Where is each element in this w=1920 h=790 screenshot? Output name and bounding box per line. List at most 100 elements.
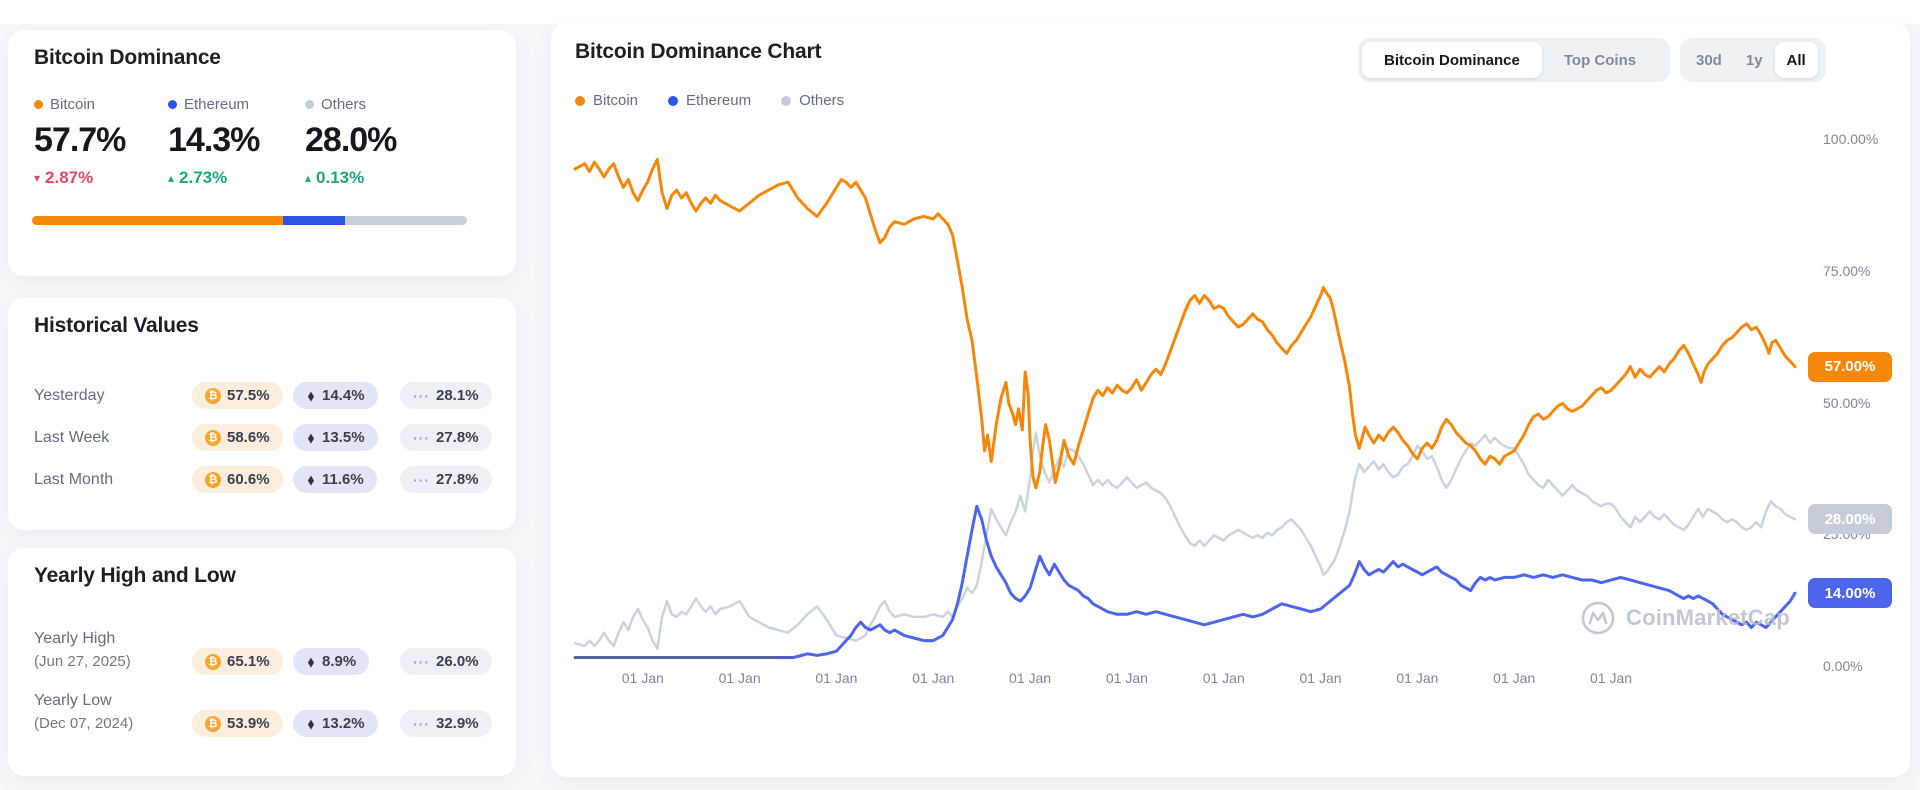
chart-view-tabs: Bitcoin Dominance Top Coins [1358,38,1670,82]
pill-value: 27.8% [436,471,479,488]
ethereum-dot-icon [168,100,177,109]
bitcoin-value-pill: ₿ 58.6% [192,424,283,451]
bitcoin-dot-icon [34,100,43,109]
historical-card-title: Historical Values [34,314,199,337]
bar-segment-bitcoin [32,216,283,225]
row-label: Yearly High (Jun 27, 2025) [34,630,131,670]
tab-bitcoin-dominance[interactable]: Bitcoin Dominance [1362,42,1542,78]
yearly-high-low-card: Yearly High and Low Yearly High (Jun 27,… [8,548,516,776]
stat-value: 28.0% [305,121,397,159]
pill-value: 53.9% [227,715,270,732]
pill-value: 57.5% [227,387,270,404]
chart-title: Bitcoin Dominance Chart [575,40,822,63]
others-value-pill: ··· 27.8% [400,424,492,451]
stat-change: 2.73% [179,168,228,187]
pill-value: 28.1% [436,387,479,404]
others-value-pill: ··· 26.0% [400,648,492,675]
ethereum-diamond-icon: ◆ [307,654,315,669]
ethereum-diamond-icon: ◆ [307,472,315,487]
dominance-chart-card: Bitcoin Dominance Chart Bitcoin Ethereum… [551,22,1910,777]
y-axis-label: 0.00% [1823,658,1863,674]
legend-item-bitcoin[interactable]: Bitcoin [575,92,638,109]
others-value-pill: ··· 32.9% [400,710,492,737]
ethereum-diamond-icon: ◆ [307,430,315,445]
bitcoin-dot-icon [575,95,585,106]
historical-values-card: Historical Values Yesterday ₿ 57.5% ◆ 14… [8,298,516,530]
ethereum-series-line [573,504,1797,659]
bitcoin-series-line [573,158,1797,490]
y-axis-label: 75.00% [1823,262,1871,279]
pill-value: 13.2% [322,715,365,732]
x-axis-label: 01 Jan [718,670,761,686]
pill-value: 58.6% [227,429,270,446]
yearly-card-title: Yearly High and Low [34,564,236,587]
others-dots-icon: ··· [413,653,430,670]
down-arrow-icon: ▾ [34,171,41,185]
coinmarketcap-logo-icon [1581,601,1615,635]
legend-item-ethereum[interactable]: Ethereum [668,92,751,109]
ethereum-value-pill: ◆ 8.9% [293,648,370,675]
watermark-text: CoinMarketCap [1626,605,1790,630]
ethereum-diamond-icon: ◆ [307,716,315,731]
row-label: Yearly Low (Dec 07, 2024) [34,692,133,732]
pill-value: 11.6% [322,471,364,488]
others-dot-icon [781,95,792,106]
ethereum-value-pill: ◆ 14.4% [293,382,378,409]
x-axis-label: 01 Jan [1396,670,1439,686]
x-axis-label: 01 Jan [1105,670,1148,686]
legend-label: Bitcoin [593,92,639,109]
stat-bitcoin: Bitcoin 57.7% ▾ 2.87% [34,96,126,188]
current-value-badge: 57.00% [1808,351,1892,382]
ethereum-value-pill: ◆ 11.6% [293,466,377,493]
bitcoin-coin-icon: ₿ [205,471,221,488]
row-date: (Jun 27, 2025) [34,653,131,670]
bitcoin-value-pill: ₿ 60.6% [192,466,283,493]
bitcoin-value-pill: ₿ 57.5% [192,382,283,409]
tab-top-coins[interactable]: Top Coins [1563,51,1637,69]
ethereum-value-pill: ◆ 13.5% [293,424,378,451]
dominance-card-title: Bitcoin Dominance [34,46,221,69]
x-axis-label: 01 Jan [1590,670,1633,686]
pill-value: 65.1% [227,653,270,670]
bitcoin-value-pill: ₿ 53.9% [192,710,283,737]
pill-value: 27.8% [436,429,479,446]
stat-change: 0.13% [316,168,365,187]
range-30d-button[interactable]: 30d [1696,51,1722,69]
x-axis-label: 01 Jan [912,670,955,686]
others-value-pill: ··· 28.1% [400,382,492,409]
stat-ethereum: Ethereum 14.3% ▴ 2.73% [168,96,260,188]
stat-value: 14.3% [168,121,260,159]
chart-legend: Bitcoin Ethereum Others [575,92,844,109]
range-all-button[interactable]: All [1774,42,1818,78]
x-axis-label: 01 Jan [1202,670,1245,686]
bitcoin-coin-icon: ₿ [205,429,221,446]
row-label-text: Yearly Low [34,692,112,709]
x-axis-label: 01 Jan [621,670,664,686]
others-value-pill: ··· 27.8% [400,466,492,493]
others-dots-icon: ··· [413,715,430,732]
bar-segment-ethereum [282,216,346,225]
row-date: (Dec 07, 2024) [34,715,134,732]
pill-value: 13.5% [322,429,365,446]
range-1y-button[interactable]: 1y [1745,51,1763,69]
pill-value: 8.9% [322,653,357,670]
stat-label: Ethereum [184,96,250,113]
legend-item-others[interactable]: Others [781,92,844,109]
stat-label: Bitcoin [50,96,96,113]
top-strip [0,0,1920,24]
pill-value: 26.0% [436,653,479,670]
dominance-chart-svg[interactable] [573,140,1797,667]
stat-label: Others [321,96,367,113]
x-axis-label: 01 Jan [815,670,858,686]
ethereum-value-pill: ◆ 13.2% [293,710,378,737]
bitcoin-dominance-card: Bitcoin Dominance Bitcoin 57.7% ▾ 2.87% … [8,30,516,276]
bitcoin-coin-icon: ₿ [205,715,221,732]
legend-label: Others [799,92,845,109]
coinmarketcap-watermark: CoinMarketCap [1580,600,1790,636]
others-dots-icon: ··· [413,471,430,488]
x-axis-label: 01 Jan [1009,670,1052,686]
current-value-badge: 14.00% [1808,578,1892,609]
current-value-badge: 28.00% [1808,504,1892,535]
pill-value: 60.6% [227,471,270,488]
up-arrow-icon: ▴ [305,171,312,185]
